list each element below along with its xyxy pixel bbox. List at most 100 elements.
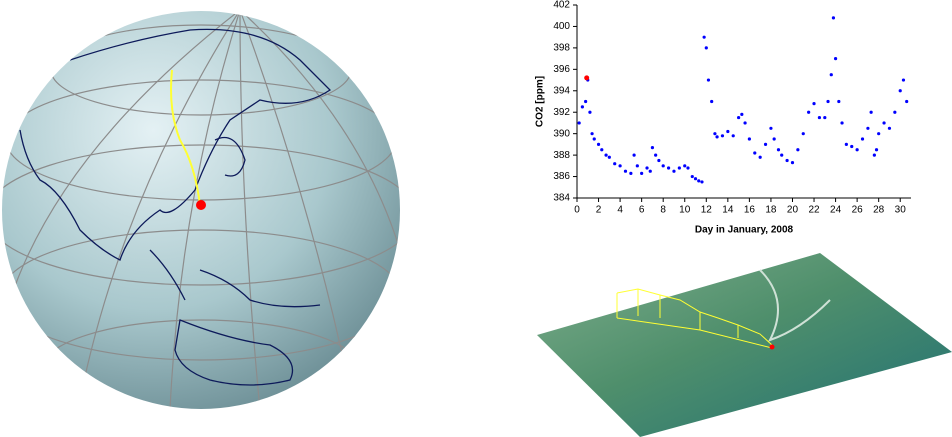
point xyxy=(702,35,706,39)
point xyxy=(796,148,800,152)
point xyxy=(640,171,644,175)
point xyxy=(596,142,601,146)
point xyxy=(693,177,698,181)
point xyxy=(860,137,865,141)
x-tick-label: 0 xyxy=(574,205,580,216)
x-tick-label: 26 xyxy=(852,205,864,216)
point xyxy=(905,99,909,104)
y-tick-label: 384 xyxy=(553,193,570,204)
point xyxy=(833,57,838,61)
point xyxy=(831,16,836,20)
point xyxy=(872,153,876,157)
point xyxy=(713,132,717,136)
x-tick-label: 22 xyxy=(808,205,820,216)
point xyxy=(790,161,795,165)
x-tick-label: 20 xyxy=(787,205,799,216)
point xyxy=(629,171,633,175)
point xyxy=(726,129,730,134)
point xyxy=(737,115,741,120)
point xyxy=(844,142,848,146)
point xyxy=(785,158,789,163)
x-axis-label: Day in January, 2008 xyxy=(695,225,794,236)
y-tick-label: 386 xyxy=(553,171,570,182)
x-tick-label: 14 xyxy=(722,205,734,216)
y-tick-label: 392 xyxy=(553,107,570,118)
point xyxy=(753,151,757,155)
y-tick-label: 402 xyxy=(553,0,570,11)
point xyxy=(672,169,676,173)
y-tick-label: 394 xyxy=(553,85,570,96)
x-tick-label: 30 xyxy=(895,205,907,216)
point xyxy=(743,121,747,125)
x-tick-label: 12 xyxy=(701,205,713,216)
y-tick-label: 396 xyxy=(553,64,570,75)
point xyxy=(706,78,711,82)
point xyxy=(731,134,735,138)
point xyxy=(776,148,781,152)
map-3d xyxy=(537,253,952,437)
point xyxy=(850,144,854,149)
point xyxy=(772,137,776,141)
point xyxy=(580,105,584,109)
point xyxy=(758,155,762,159)
point xyxy=(600,148,604,152)
x-tick-label: 6 xyxy=(639,205,645,216)
point xyxy=(780,153,784,157)
point xyxy=(584,99,588,104)
point xyxy=(613,162,617,166)
point xyxy=(877,132,881,136)
point xyxy=(898,89,902,93)
x-tick-label: 4 xyxy=(617,205,623,216)
point xyxy=(657,158,661,163)
point xyxy=(686,166,690,170)
point xyxy=(817,115,822,120)
point xyxy=(855,148,859,152)
y-tick-label: 398 xyxy=(553,43,570,54)
point xyxy=(618,164,622,168)
point xyxy=(740,112,744,116)
point xyxy=(887,126,892,130)
point xyxy=(874,148,879,152)
globe xyxy=(2,11,400,409)
point xyxy=(604,153,608,157)
point xyxy=(769,126,773,130)
point xyxy=(607,155,611,159)
x-tick-label: 10 xyxy=(679,205,691,216)
point xyxy=(893,110,897,114)
x-tick-label: 8 xyxy=(660,205,666,216)
point xyxy=(807,110,811,114)
point xyxy=(650,146,655,150)
point xyxy=(715,135,719,139)
point xyxy=(635,164,639,168)
point xyxy=(763,142,768,146)
point xyxy=(677,166,681,170)
point xyxy=(645,166,649,170)
point xyxy=(697,179,701,183)
point xyxy=(632,153,636,157)
point xyxy=(812,102,816,106)
point xyxy=(829,73,833,77)
point xyxy=(823,115,827,120)
point xyxy=(710,99,714,104)
x-tick-label: 16 xyxy=(744,205,756,216)
x-tick-label: 24 xyxy=(830,205,842,216)
point xyxy=(584,75,590,81)
point xyxy=(654,153,658,157)
point xyxy=(704,46,708,50)
point xyxy=(661,164,665,168)
point xyxy=(826,99,830,104)
point xyxy=(592,137,596,141)
point xyxy=(837,99,841,104)
y-tick-label: 400 xyxy=(553,21,570,32)
point xyxy=(747,137,751,141)
point xyxy=(588,110,592,114)
y-tick-label: 390 xyxy=(553,128,570,139)
point xyxy=(577,121,581,125)
x-tick-label: 28 xyxy=(873,205,885,216)
x-tick-label: 2 xyxy=(596,205,602,216)
point xyxy=(869,110,873,114)
point xyxy=(648,169,652,173)
point xyxy=(700,180,704,184)
